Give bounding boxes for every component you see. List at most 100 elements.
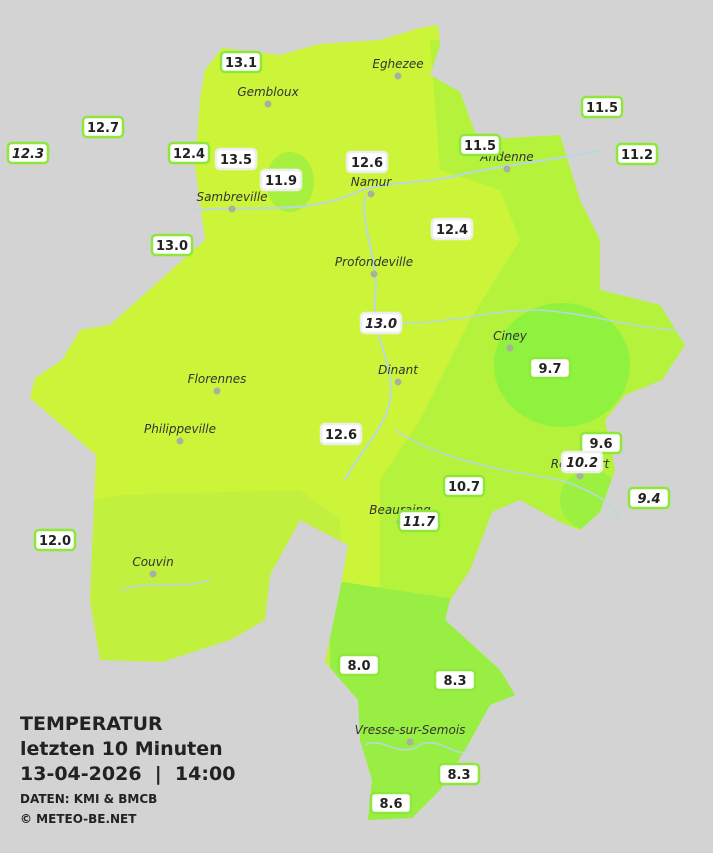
station-value: 8.3 — [443, 674, 466, 689]
station-value: 9.7 — [538, 362, 561, 377]
city-label: Gembloux — [237, 85, 299, 99]
station: 11.5 — [580, 95, 624, 119]
station: 11.5 — [458, 133, 502, 157]
cities: EghezeeGemblouxAndenneNamurSambrevillePr… — [132, 57, 611, 746]
river — [344, 194, 392, 481]
station: 12.0 — [33, 528, 77, 552]
station-value: 11.9 — [265, 174, 297, 189]
city-label: Ciney — [493, 329, 528, 343]
station-box — [442, 474, 486, 498]
station: 8.0 — [337, 653, 381, 677]
station-value: 13.5 — [220, 153, 252, 168]
station-value: 10.7 — [448, 480, 480, 495]
station-box — [430, 217, 474, 241]
river — [194, 149, 601, 211]
station-value: 9.4 — [637, 492, 660, 507]
stations: 13.1 12.7 12.3 12.4 13.5 11.9 12.6 11.5 11.5 11.2… — [6, 50, 671, 815]
city-dot — [406, 738, 414, 746]
station-value: 13.0 — [156, 239, 188, 254]
station-box — [81, 115, 125, 139]
city-dot — [506, 344, 514, 352]
station-value: 10.2 — [566, 456, 598, 471]
station-value: 12.4 — [436, 223, 468, 238]
station-box — [369, 791, 413, 815]
station: 12.3 — [6, 141, 50, 165]
city-label: Philippeville — [144, 422, 216, 436]
station-box — [615, 142, 659, 166]
legend-title: TEMPERATUR — [20, 713, 163, 735]
legend: TEMPERATUR letzten 10 Minuten 13-04-2026… — [20, 713, 235, 826]
station: 11.9 — [259, 168, 303, 192]
station-value: 11.5 — [586, 101, 618, 116]
station-box — [528, 356, 572, 380]
river — [364, 741, 471, 753]
city-label: Vresse-sur-Semois — [355, 723, 466, 737]
city-dot — [149, 570, 157, 578]
station: 12.6 — [319, 422, 363, 446]
station-value: 8.0 — [347, 659, 370, 674]
station: 10.7 — [442, 474, 486, 498]
station: 10.2 — [560, 450, 604, 474]
station-value: 11.5 — [464, 139, 496, 154]
station-box — [167, 141, 211, 165]
station-box — [433, 668, 477, 692]
station: 8.6 — [369, 791, 413, 815]
city-dot — [503, 165, 511, 173]
station: 13.1 — [219, 50, 263, 74]
station-box — [6, 141, 50, 165]
station: 13.0 — [150, 233, 194, 257]
station: 8.3 — [433, 668, 477, 692]
station-value: 12.6 — [351, 156, 383, 171]
station: 12.7 — [81, 115, 125, 139]
river — [379, 309, 681, 331]
legend-period: letzten 10 Minuten — [20, 738, 223, 760]
station-value: 13.1 — [225, 56, 257, 71]
river — [119, 579, 211, 591]
station-value: 12.0 — [39, 534, 71, 549]
station: 13.5 — [214, 147, 258, 171]
station-value: 12.4 — [173, 147, 205, 162]
station-box — [397, 509, 441, 533]
city-dot — [213, 387, 221, 395]
legend-source: DATEN: KMI & BMCB — [20, 792, 157, 806]
station-box — [560, 450, 604, 474]
station: 11.7 — [397, 509, 441, 533]
city-label: Profondeville — [335, 255, 413, 269]
city-dot — [264, 100, 272, 108]
station: 12.4 — [430, 217, 474, 241]
station-box — [337, 653, 381, 677]
station: 12.6 — [345, 150, 389, 174]
city-dot — [576, 472, 584, 480]
city-label: Dinant — [378, 363, 419, 377]
station-value: 8.3 — [447, 768, 470, 783]
station: 11.2 — [615, 142, 659, 166]
station-box — [580, 95, 624, 119]
station-box — [437, 762, 481, 786]
station-box — [219, 50, 263, 74]
station-value: 8.6 — [379, 797, 402, 812]
station: 13.0 — [359, 311, 403, 335]
legend-copyright: © METEO-BE.NET — [20, 812, 137, 826]
station-box — [259, 168, 303, 192]
city-label: Eghezee — [372, 57, 423, 71]
station-box — [33, 528, 77, 552]
station-box — [458, 133, 502, 157]
city-dot — [228, 205, 236, 213]
station-box — [150, 233, 194, 257]
city-dot — [367, 190, 375, 198]
station-value: 11.2 — [621, 148, 653, 163]
station-box — [627, 486, 671, 510]
city-label: Couvin — [132, 555, 173, 569]
station-box — [319, 422, 363, 446]
station-value: 12.6 — [325, 428, 357, 443]
station-box — [345, 150, 389, 174]
city-dot — [370, 270, 378, 278]
city-label: Florennes — [188, 372, 247, 386]
station: 9.7 — [528, 356, 572, 380]
station: 12.4 — [167, 141, 211, 165]
city-label: Sambreville — [196, 190, 267, 204]
station-box — [214, 147, 258, 171]
station-value: 12.7 — [87, 121, 119, 136]
station-value: 11.7 — [403, 515, 436, 530]
